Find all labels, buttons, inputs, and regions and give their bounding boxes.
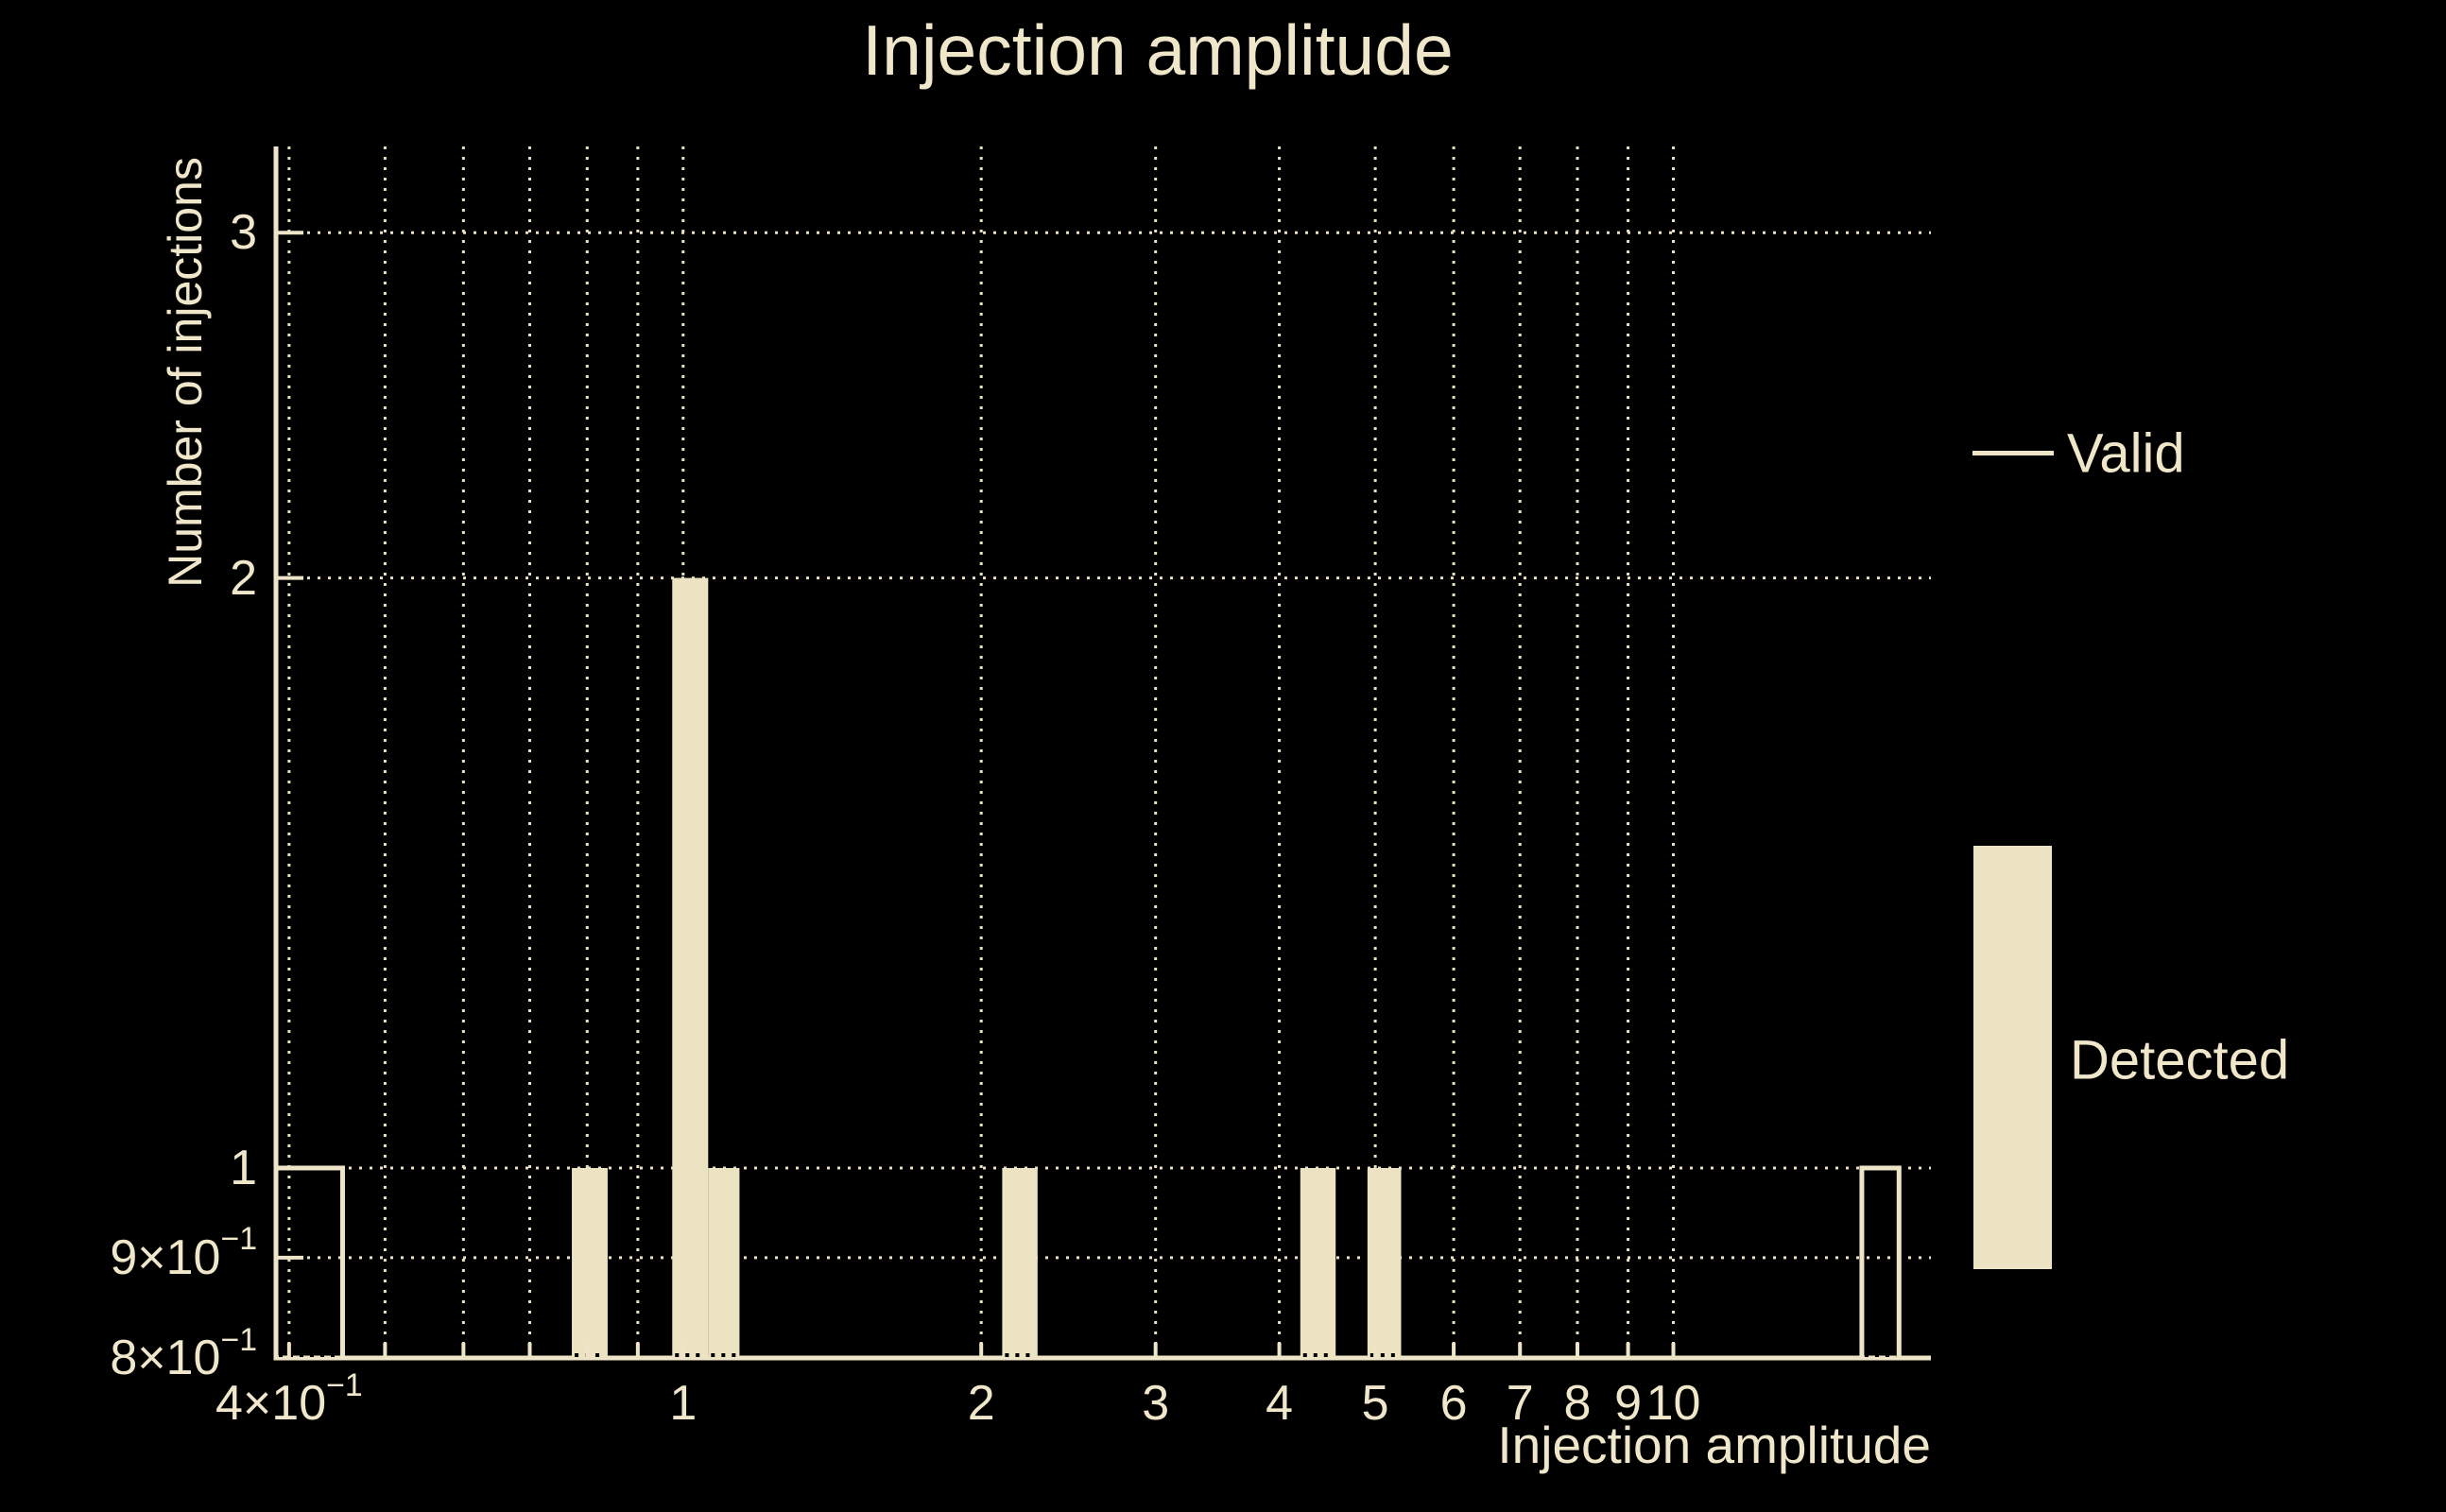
- legend-detected-rect-swatch: [1973, 846, 2052, 1269]
- x-tick-label: 6: [1439, 1376, 1468, 1431]
- x-tick-label: 4×10−1: [215, 1366, 363, 1431]
- x-tick-label: 10: [1645, 1376, 1701, 1431]
- y-tick-label: 9×10−1: [110, 1221, 257, 1285]
- histogram-bar-detected: [672, 577, 709, 1358]
- x-tick-label: 9: [1614, 1376, 1643, 1431]
- y-tick-label: 1: [230, 1140, 257, 1195]
- y-axis-label: Number of injections: [159, 157, 212, 588]
- x-tick-label: 4: [1266, 1376, 1294, 1431]
- legend-valid-line-swatch: [1972, 451, 2054, 455]
- x-tick-label: 5: [1361, 1376, 1389, 1431]
- x-tick-label: 8: [1563, 1376, 1592, 1431]
- histogram-bar-detected: [708, 1167, 740, 1358]
- histogram-bar-detected: [1367, 1167, 1402, 1358]
- legend-label-valid: Valid: [2067, 422, 2185, 485]
- x-tick-label: 7: [1506, 1376, 1534, 1431]
- histogram-bar-detected: [1300, 1167, 1336, 1358]
- x-tick-label: 1: [669, 1376, 698, 1431]
- legend-label-detected: Detected: [2070, 1029, 2290, 1091]
- y-tick-label: 8×10−1: [110, 1321, 257, 1385]
- y-tick-label: 3: [230, 205, 257, 261]
- histogram-bar-valid: [1859, 1165, 1902, 1361]
- x-axis-label: Injection amplitude: [1497, 1416, 1931, 1474]
- histogram-bar-detected: [572, 1167, 608, 1358]
- y-tick-label: 2: [230, 550, 257, 606]
- x-tick-label: 2: [967, 1376, 995, 1431]
- chart-title: Injection amplitude: [862, 10, 1454, 90]
- x-tick-label: 3: [1142, 1376, 1170, 1431]
- histogram-bar-detected: [1002, 1167, 1038, 1358]
- histogram-bar-valid: [273, 1165, 345, 1361]
